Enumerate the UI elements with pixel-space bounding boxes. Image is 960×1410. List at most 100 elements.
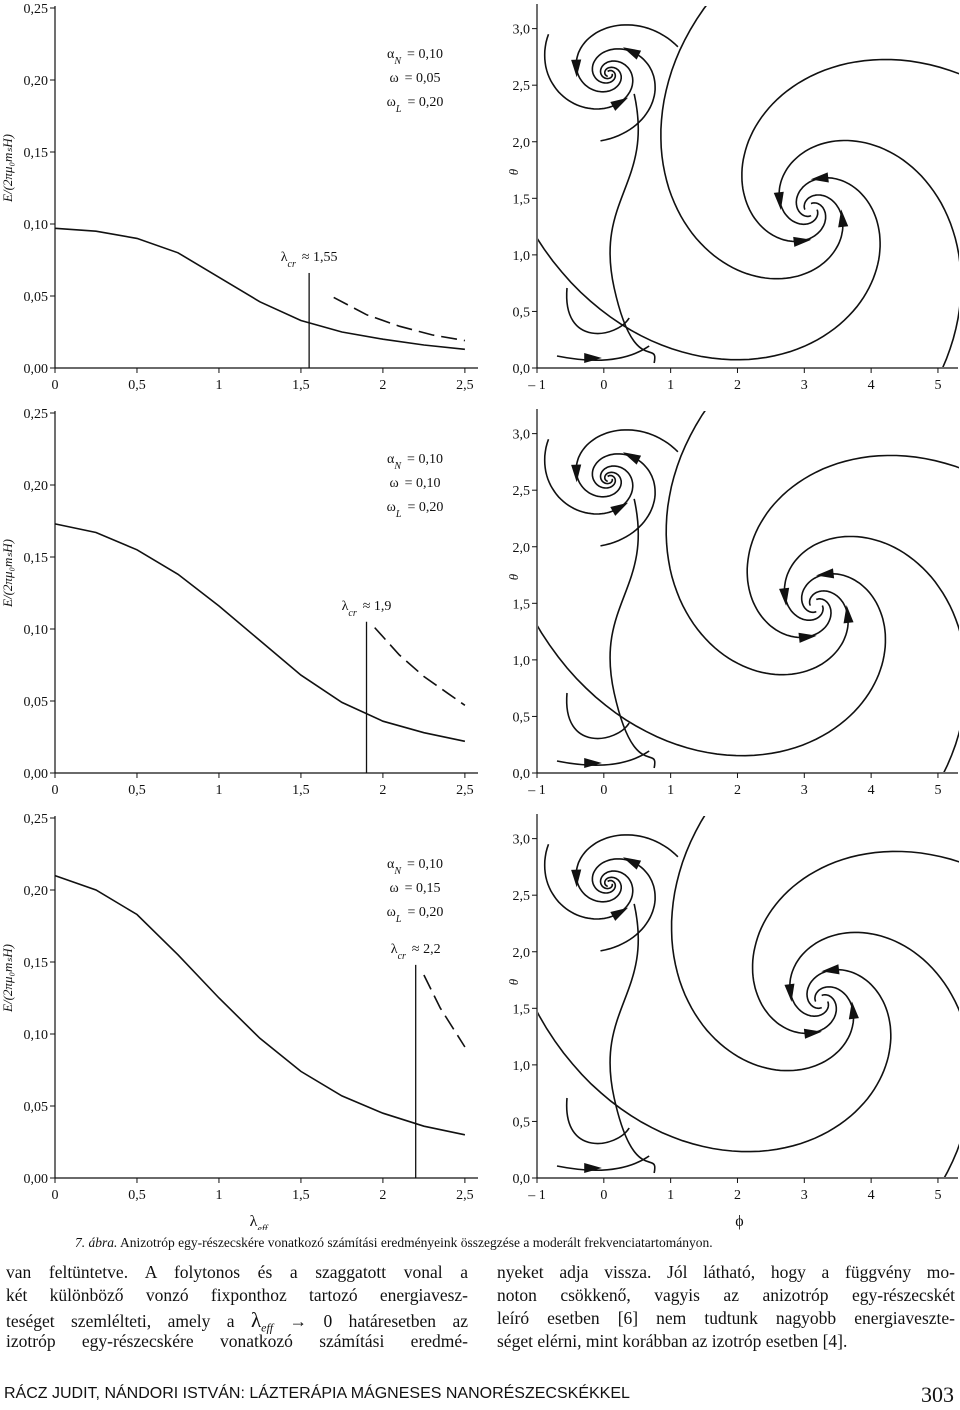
y-tick-label: 0,5 [513,1115,531,1130]
symbol-label: λcr ≈ 1,55 [281,250,338,270]
energy-curve [333,296,466,342]
subscript: eff [261,1320,274,1335]
y-tick-label: 0,15 [24,551,49,566]
text-line: noton csökkenő, vagyis az anizotróp egy-… [497,1285,955,1305]
symbol: ω [387,500,396,515]
arrow [798,632,817,643]
label-text: ≈ 2,2 [412,942,441,957]
subscript: L [395,104,402,115]
y-tick-label: 1,5 [513,1002,531,1017]
subscript: cr [398,950,406,961]
symbol-label: ω = 0,10 [389,476,440,491]
symbol: λ [281,250,288,265]
caption-number: 7. ábra. [75,1235,118,1250]
symbol-label: ω = 0,05 [389,71,440,86]
x-tick-label: 1,5 [292,783,310,798]
symbol-label: ωL = 0,20 [387,500,444,520]
x-tick-label: – 1 [527,1188,546,1203]
text: teséget szemlélteti, amely a [6,1311,251,1331]
symbol-label: ωL = 0,20 [387,905,444,925]
footer: RÁCZ JUDIT, NÁNDORI ISTVÁN: LÁZTERÁPIA M… [4,1382,954,1407]
y-tick-label: 0,15 [24,956,49,971]
arrow [610,97,629,111]
symbol: ω [389,71,398,86]
separatrix [609,903,656,1174]
y-tick-label: 0,25 [24,407,49,422]
x-tick-label: 1 [667,1188,674,1203]
trajectory [783,535,959,772]
streamlines [538,411,959,772]
y-tick-label: 1,0 [513,654,531,669]
label-text: = 0,10 [405,476,441,491]
y-tick-label: 0,10 [24,623,49,638]
label-text: = 0,15 [405,881,441,896]
y-tick-label: 3,0 [513,23,531,38]
symbol: ω [387,905,396,920]
x-tick-label: 0,5 [128,783,146,798]
x-tick-label: 1,5 [292,1188,310,1203]
x-tick-label: 4 [868,783,875,798]
x-tick-label: – 1 [527,378,546,393]
y-tick-label: 0,05 [24,290,49,305]
trajectory [575,834,679,903]
y-tick-label: 3,0 [513,428,531,443]
y-tick-label: 0,0 [513,1172,531,1187]
arrow [571,464,582,483]
subscript: N [393,866,402,877]
arrow [779,587,790,606]
x-tick-label: 0 [52,1188,59,1203]
symbol: ω [389,476,398,491]
arrow [571,869,582,888]
arrow [622,47,642,60]
trajectory [538,968,892,1153]
arrow [838,209,849,228]
running-title: RÁCZ JUDIT, NÁNDORI ISTVÁN: LÁZTERÁPIA M… [4,1385,630,1402]
arrow [848,1001,859,1020]
x-tick-label: 1 [215,378,222,393]
text-line: két különböző vonzó fixponthoz tartozó e… [6,1285,468,1305]
y-tick-label: 0,25 [24,2,49,17]
y-axis-label: θ [506,168,521,175]
label-text: = 0,10 [407,857,443,872]
arrow [584,1162,602,1174]
x-tick-label: 3 [801,783,808,798]
symbol: λ [391,942,398,957]
symbol-label: λcr ≈ 1,9 [342,599,392,619]
trajectory [575,429,679,498]
y-axis-label: θ [506,978,521,985]
trajectory [566,1097,630,1145]
x-tick-label: 2 [734,1188,741,1203]
y-tick-label: 0,20 [24,479,49,494]
y-axis-label: θ [506,573,521,580]
label-text: = 0,20 [407,500,443,515]
y-tick-label: 0,10 [24,218,49,233]
separatrix [609,498,656,769]
y-tick-label: 2,0 [513,946,531,961]
x-tick-label: 5 [934,783,941,798]
figure: 0,000,050,100,150,200,250 0,5 1 1,5 2 2,5E/(2… [0,2,959,1235]
symbol: α [387,47,395,62]
symbol-label: ϕ [735,1213,743,1230]
y-tick-label: 1,0 [513,249,531,264]
arrow [584,352,602,364]
x-tick-label: 5 [934,378,941,393]
y-axis-label: E/(2πμ₀mₛH) [0,134,15,203]
text-line: leíró esetben [6] nem tudtunk nagyobb en… [497,1308,955,1328]
x-tick-label: 1 [215,1188,222,1203]
y-tick-label: 0,00 [24,1172,49,1187]
x-tick-label: 2 [379,1188,386,1203]
y-tick-label: 2,0 [513,136,531,151]
x-tick-label: 2,5 [456,1188,474,1203]
separatrix [609,93,656,364]
subscript: L [395,509,402,520]
arrow [571,59,582,78]
x-tick-label: 1 [667,783,674,798]
trajectory [591,858,656,952]
y-tick-label: 0,10 [24,1028,49,1043]
trajectory [538,177,881,361]
trajectory [746,454,959,639]
arrow [784,983,795,1002]
x-tick-label: 0 [52,783,59,798]
y-tick-label: 0,15 [24,146,49,161]
symbol-label: ω = 0,15 [389,881,440,896]
